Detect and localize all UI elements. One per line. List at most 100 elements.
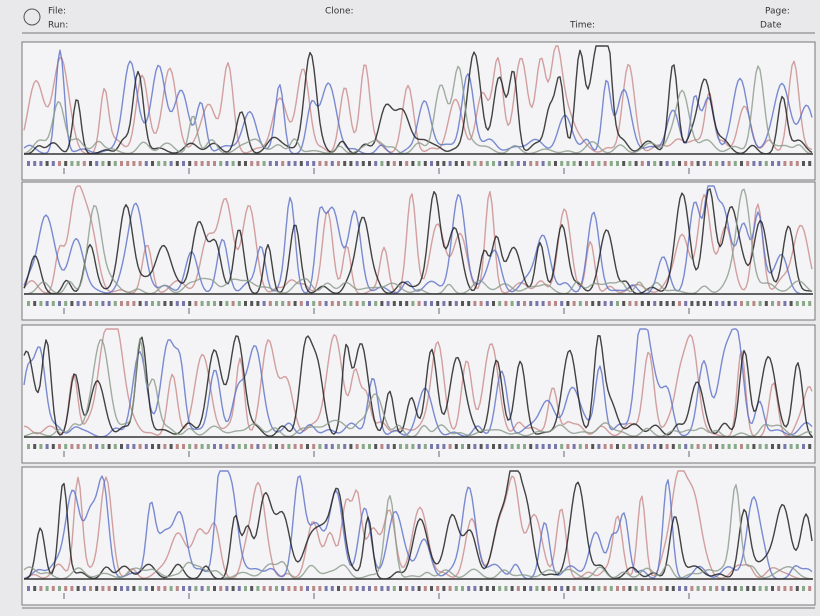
base-call <box>356 586 359 591</box>
base-call <box>684 586 687 591</box>
base-call <box>610 161 613 166</box>
base-call <box>442 301 445 306</box>
base-call <box>343 586 346 591</box>
base-call <box>579 444 582 449</box>
base-call <box>244 161 247 166</box>
base-call <box>70 444 73 449</box>
base-call <box>529 161 532 166</box>
base-call <box>207 161 210 166</box>
base-call <box>802 301 805 306</box>
base-call <box>393 444 396 449</box>
base-call <box>480 586 483 591</box>
base-call <box>424 301 427 306</box>
base-call <box>610 444 613 449</box>
base-call <box>808 586 811 591</box>
base-call <box>566 586 569 591</box>
base-call <box>225 161 228 166</box>
base-call <box>796 586 799 591</box>
base-call <box>163 586 166 591</box>
base-call <box>548 586 551 591</box>
base-call <box>411 444 414 449</box>
base-call <box>585 301 588 306</box>
base-call <box>771 444 774 449</box>
base-call <box>535 301 538 306</box>
base-call <box>77 444 80 449</box>
base-call <box>771 301 774 306</box>
base-call <box>591 161 594 166</box>
base-call <box>517 586 520 591</box>
base-call <box>219 586 222 591</box>
base-call <box>27 161 30 166</box>
base-call <box>238 444 241 449</box>
base-call <box>783 301 786 306</box>
base-call <box>368 301 371 306</box>
base-call <box>690 301 693 306</box>
base-call <box>591 586 594 591</box>
base-call <box>504 301 507 306</box>
base-call <box>368 161 371 166</box>
base-call <box>89 586 92 591</box>
base-call <box>58 586 61 591</box>
base-call <box>734 161 737 166</box>
base-call <box>27 444 30 449</box>
base-call <box>597 301 600 306</box>
base-call <box>58 301 61 306</box>
base-call <box>721 301 724 306</box>
base-call <box>70 161 73 166</box>
base-call <box>380 301 383 306</box>
base-call <box>535 444 538 449</box>
base-call <box>573 444 576 449</box>
base-call <box>157 444 160 449</box>
base-call <box>411 586 414 591</box>
base-call <box>39 301 42 306</box>
base-call <box>250 301 253 306</box>
base-call <box>492 586 495 591</box>
base-call <box>132 161 135 166</box>
base-call <box>337 161 340 166</box>
base-call <box>542 301 545 306</box>
base-call <box>604 301 607 306</box>
base-call <box>511 586 514 591</box>
base-call <box>473 586 476 591</box>
base-call <box>666 161 669 166</box>
base-call <box>343 161 346 166</box>
base-call <box>33 444 36 449</box>
base-call <box>225 444 228 449</box>
base-call <box>170 586 173 591</box>
base-call <box>399 444 402 449</box>
base-call <box>554 301 557 306</box>
base-call <box>585 444 588 449</box>
base-call <box>802 586 805 591</box>
base-call <box>312 586 315 591</box>
base-call <box>225 586 228 591</box>
base-call <box>728 161 731 166</box>
base-call <box>393 586 396 591</box>
base-call <box>709 444 712 449</box>
base-call <box>449 161 452 166</box>
base-call <box>83 586 86 591</box>
base-call <box>145 586 148 591</box>
base-call <box>573 161 576 166</box>
base-call <box>238 161 241 166</box>
base-call <box>151 444 154 449</box>
base-call <box>170 444 173 449</box>
base-call <box>616 301 619 306</box>
base-call <box>721 161 724 166</box>
base-call <box>653 161 656 166</box>
base-call <box>728 301 731 306</box>
base-call <box>343 301 346 306</box>
base-call <box>114 444 117 449</box>
base-call <box>697 444 700 449</box>
base-call <box>467 586 470 591</box>
base-call <box>796 161 799 166</box>
base-call <box>132 444 135 449</box>
base-call <box>523 301 526 306</box>
base-call <box>287 586 290 591</box>
base-call <box>523 586 526 591</box>
base-call <box>535 586 538 591</box>
base-call <box>647 444 650 449</box>
base-call <box>275 586 278 591</box>
base-call <box>635 586 638 591</box>
base-call <box>356 301 359 306</box>
base-call <box>46 444 49 449</box>
